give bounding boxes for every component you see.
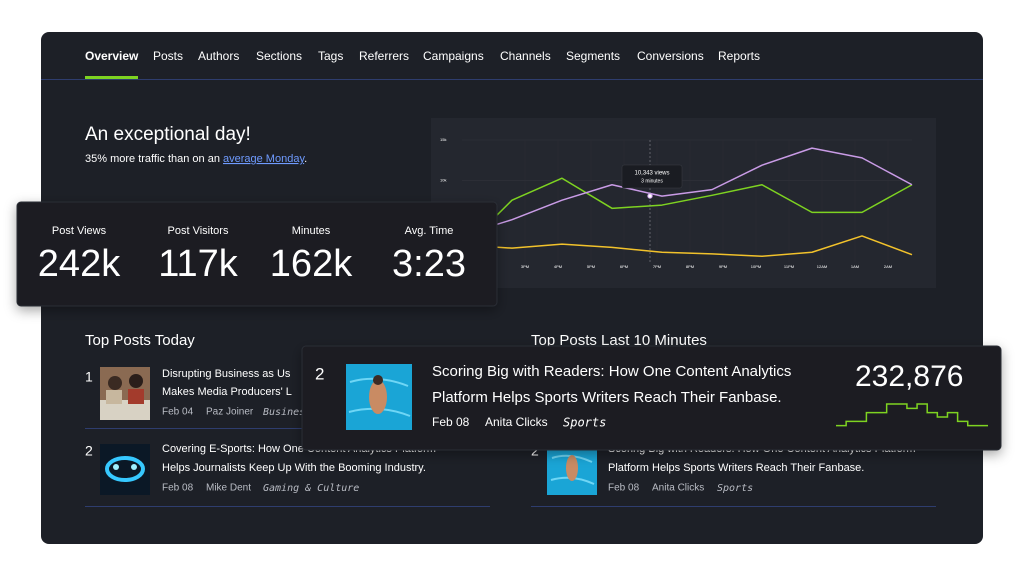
stat-label: Post Visitors <box>168 225 229 237</box>
thumbnail <box>100 367 150 420</box>
nav-tab[interactable]: Authors <box>198 49 239 63</box>
nav-tab[interactable]: Tags <box>318 49 343 63</box>
post-date: Feb 08 <box>432 415 470 429</box>
section-title: Top Posts Last 10 Minutes <box>531 332 707 349</box>
view-count: 232,876 <box>855 360 963 393</box>
x-tick-label: 9PM <box>719 264 727 269</box>
post-section: Gaming & Culture <box>263 483 359 494</box>
tooltip-views: 10,343 views <box>634 171 669 177</box>
post-author: Mike Dent <box>206 483 251 494</box>
chart-line <box>461 235 913 258</box>
chart-line <box>461 147 913 236</box>
stat-label: Avg. Time <box>405 225 454 237</box>
nav-tab[interactable]: Sections <box>256 49 302 63</box>
x-tick-label: 8PM <box>686 264 694 269</box>
nav-tab[interactable]: Conversions <box>637 49 704 63</box>
nav-tab[interactable]: Overview <box>85 49 139 63</box>
nav-tab[interactable]: Segments <box>566 49 620 63</box>
thumbnail <box>346 364 412 430</box>
tooltip-dot <box>647 193 653 199</box>
post-author: Anita Clicks <box>652 483 704 494</box>
x-tick-label: 7PM <box>653 264 661 269</box>
post-title[interactable]: Disrupting Business as Us <box>162 368 291 380</box>
active-tab-underline <box>85 76 138 79</box>
stat-value: 162k <box>270 243 353 285</box>
x-tick-label: 1AM <box>851 264 859 269</box>
x-tick-label: 2AM <box>884 264 892 269</box>
x-tick-label: 11PM <box>784 264 794 269</box>
hero-subtitle: 35% more traffic than on an average Mond… <box>85 153 307 165</box>
highlight-card <box>301 345 1002 451</box>
rank: 1 <box>85 369 93 385</box>
y-tick-label: 15k <box>440 137 446 142</box>
rank: 2 <box>85 443 93 459</box>
sparkline <box>836 403 988 427</box>
x-tick-label: 5PM <box>587 264 595 269</box>
nav-tab[interactable]: Posts <box>153 49 183 63</box>
hero-title: An exceptional day! <box>85 124 251 145</box>
stat-value: 242k <box>38 243 121 285</box>
section-title: Top Posts Today <box>85 332 195 349</box>
post-title[interactable]: Helps Journalists Keep Up With the Boomi… <box>162 462 426 474</box>
x-tick-label: 10PM <box>751 264 761 269</box>
nav-tab[interactable]: Campaigns <box>423 49 484 63</box>
nav-divider <box>41 79 983 80</box>
nav-tab[interactable]: Channels <box>500 49 551 63</box>
divider <box>85 428 490 429</box>
stat-label: Minutes <box>292 225 331 237</box>
post-section: Business <box>263 407 311 418</box>
stat-value: 117k <box>158 243 239 285</box>
x-tick-label: 4PM <box>554 264 562 269</box>
tooltip <box>621 164 683 189</box>
rank: 2 <box>531 443 539 459</box>
post-title[interactable]: Makes Media Producers' L <box>162 386 292 398</box>
x-tick-label: 12AM <box>817 264 827 269</box>
rank: 2 <box>315 364 324 383</box>
post-title[interactable]: Platform Helps Sports Writers Reach Thei… <box>608 462 864 474</box>
sparkline-line <box>836 403 988 427</box>
thumbnail <box>547 444 597 495</box>
post-title[interactable]: Scoring Big with Readers: How One Conten… <box>432 363 791 380</box>
divider <box>531 506 936 507</box>
tooltip-time: 3 minutes <box>641 178 663 184</box>
traffic-chart: 15k 10k 3PM 4PM 5PM 6PM 7PM 8PM 9PM 10PM 11PM 12AM 1… <box>440 137 913 269</box>
x-tick-label: 3PM <box>521 264 529 269</box>
divider <box>85 506 490 507</box>
y-tick-label: 10k <box>440 178 446 183</box>
post-date: Feb 04 <box>162 407 194 418</box>
nav-tab[interactable]: Reports <box>718 49 760 63</box>
post-section: Sports <box>717 483 753 494</box>
nav-tab[interactable]: Referrers <box>359 49 409 63</box>
chart-area <box>431 118 936 288</box>
post-author: Anita Clicks <box>485 415 548 429</box>
thumbnail <box>100 444 150 495</box>
post-date: Feb 08 <box>608 483 640 494</box>
stat-label: Post Views <box>52 225 107 237</box>
post-author: Paz Joiner <box>206 407 254 418</box>
stats-card <box>16 201 498 307</box>
post-section: Sports <box>563 416 606 430</box>
x-tick-label: 6PM <box>620 264 628 269</box>
post-title[interactable]: Platform Helps Sports Writers Reach Thei… <box>432 389 782 406</box>
chart-line <box>461 177 913 251</box>
stat-value: 3:23 <box>392 243 466 285</box>
post-date: Feb 08 <box>162 483 194 494</box>
